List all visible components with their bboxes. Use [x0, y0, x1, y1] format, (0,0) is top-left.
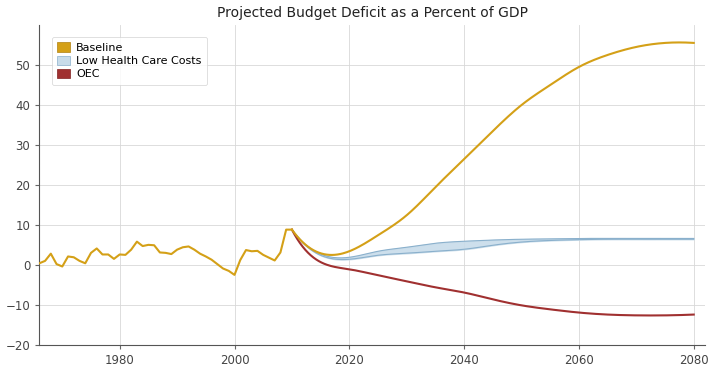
Title: Projected Budget Deficit as a Percent of GDP: Projected Budget Deficit as a Percent of… — [217, 6, 528, 19]
Legend: Baseline, Low Health Care Costs, OEC: Baseline, Low Health Care Costs, OEC — [52, 37, 207, 85]
